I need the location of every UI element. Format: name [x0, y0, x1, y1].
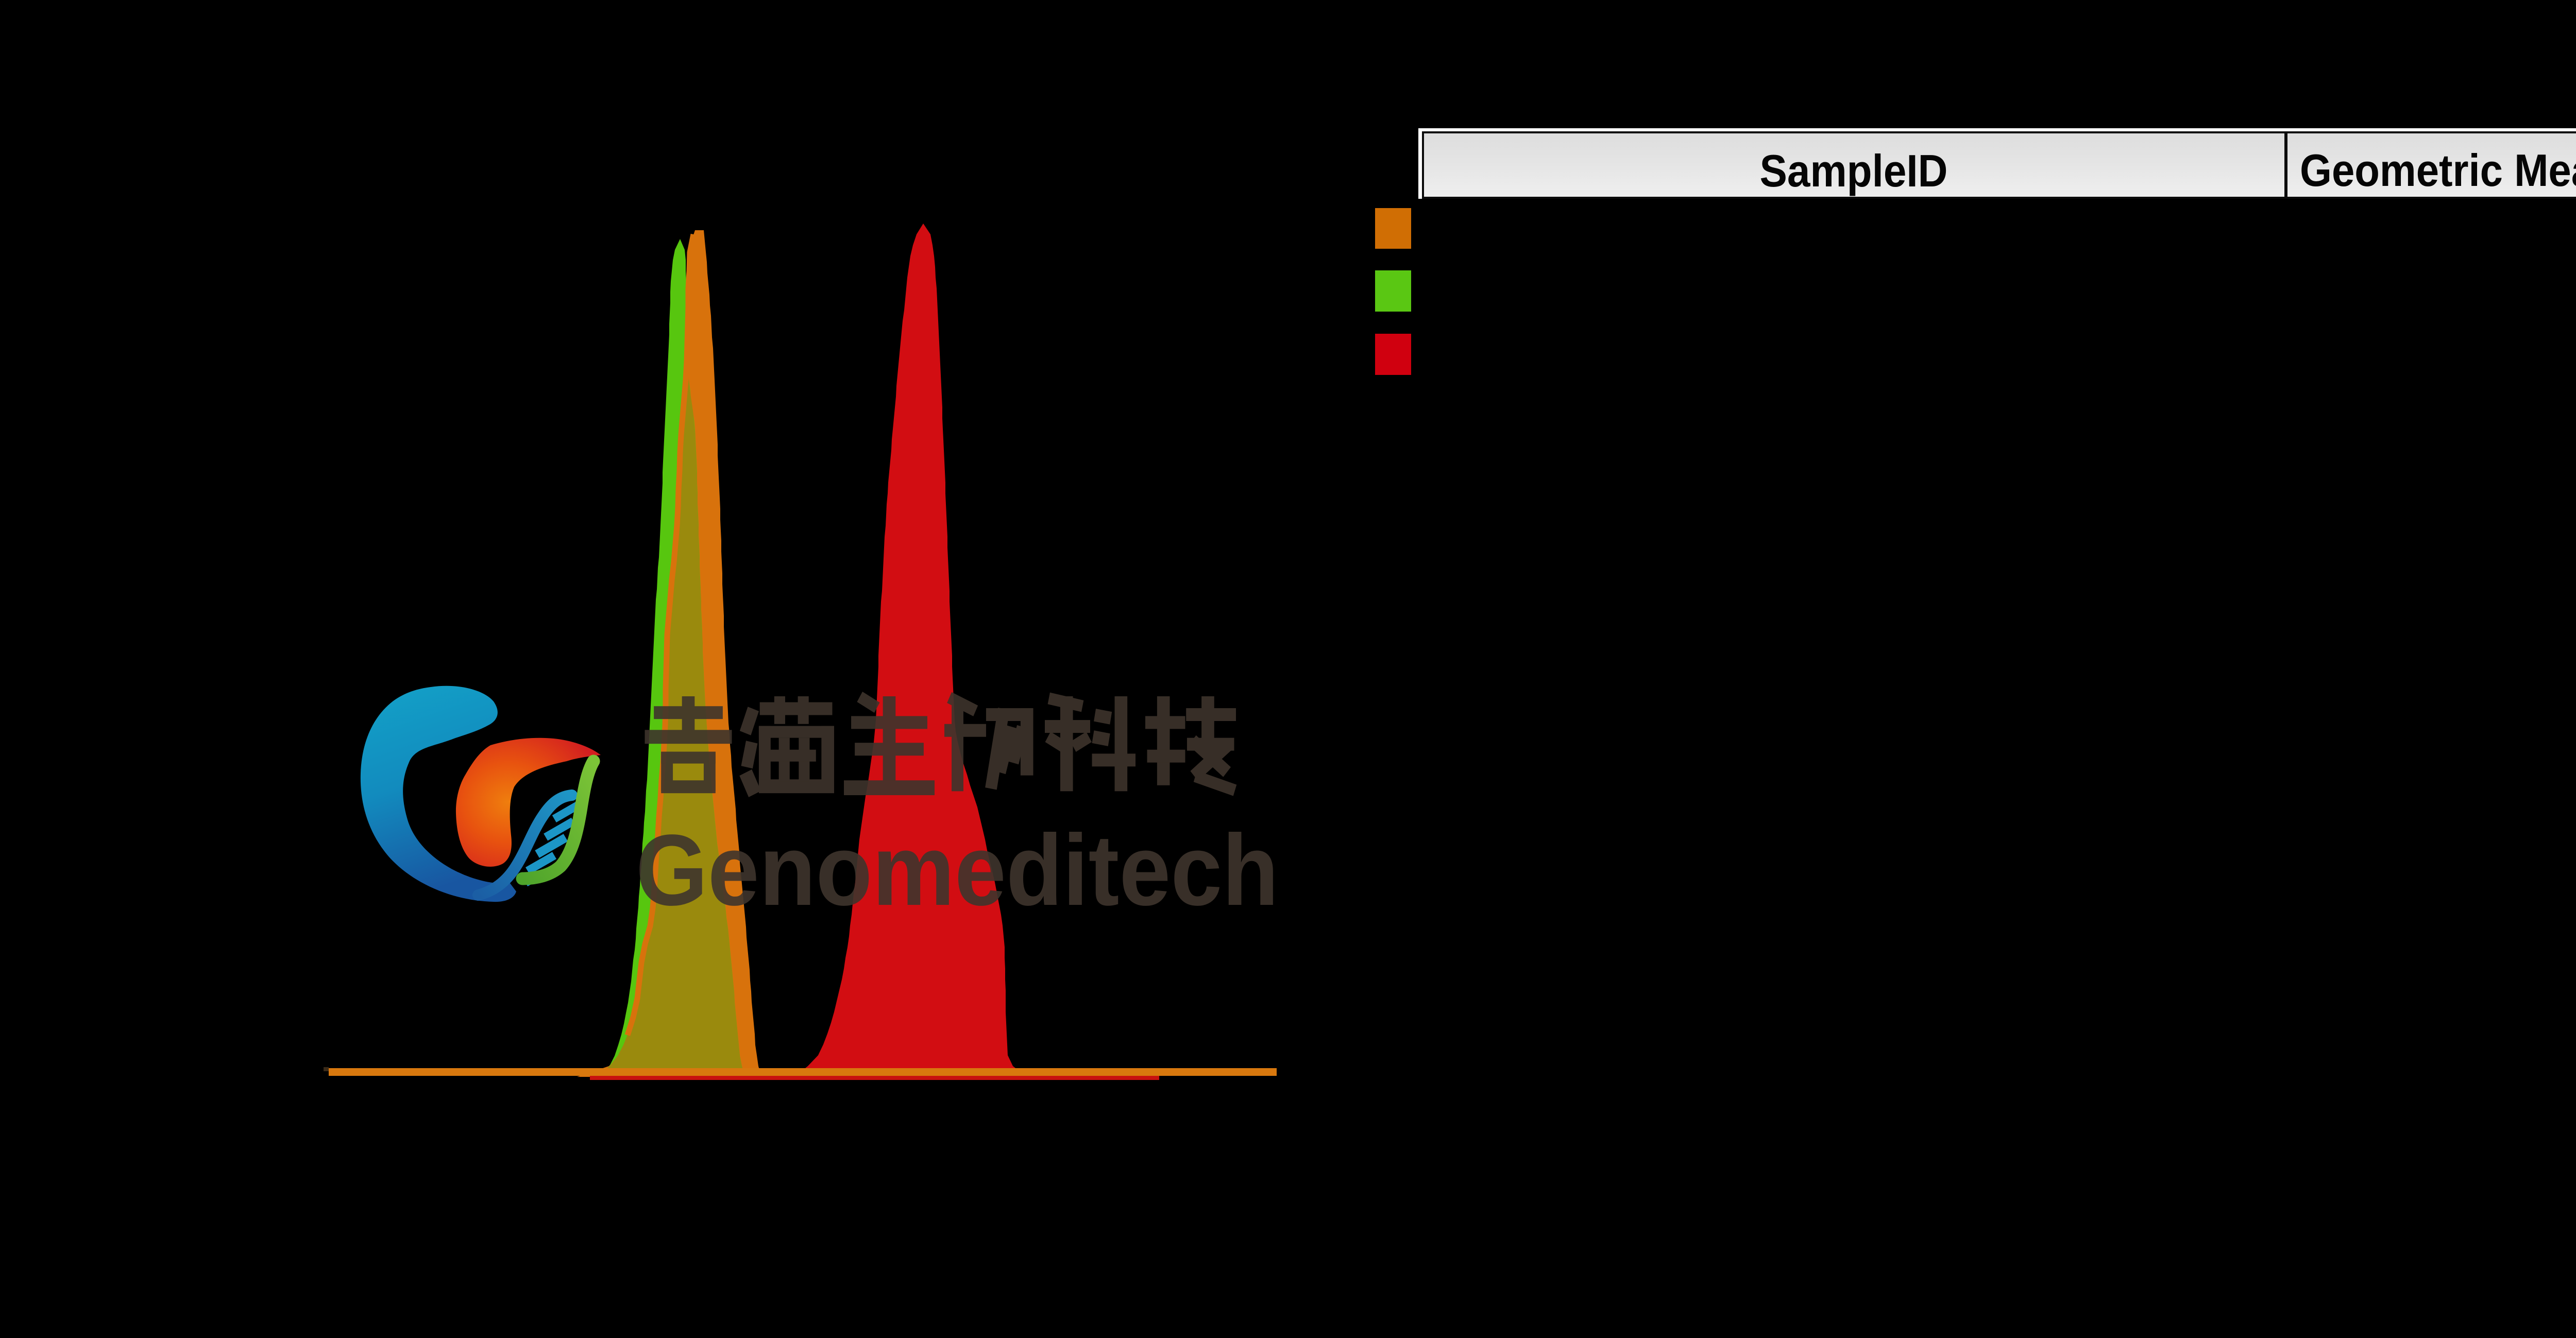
svg-text:Genomeditech: Genomeditech: [636, 814, 1279, 927]
svg-text:SampleID: SampleID: [1760, 145, 1948, 196]
svg-text:Geometric Mean : FL11-H: Geometric Mean : FL11-H: [2300, 145, 2576, 196]
